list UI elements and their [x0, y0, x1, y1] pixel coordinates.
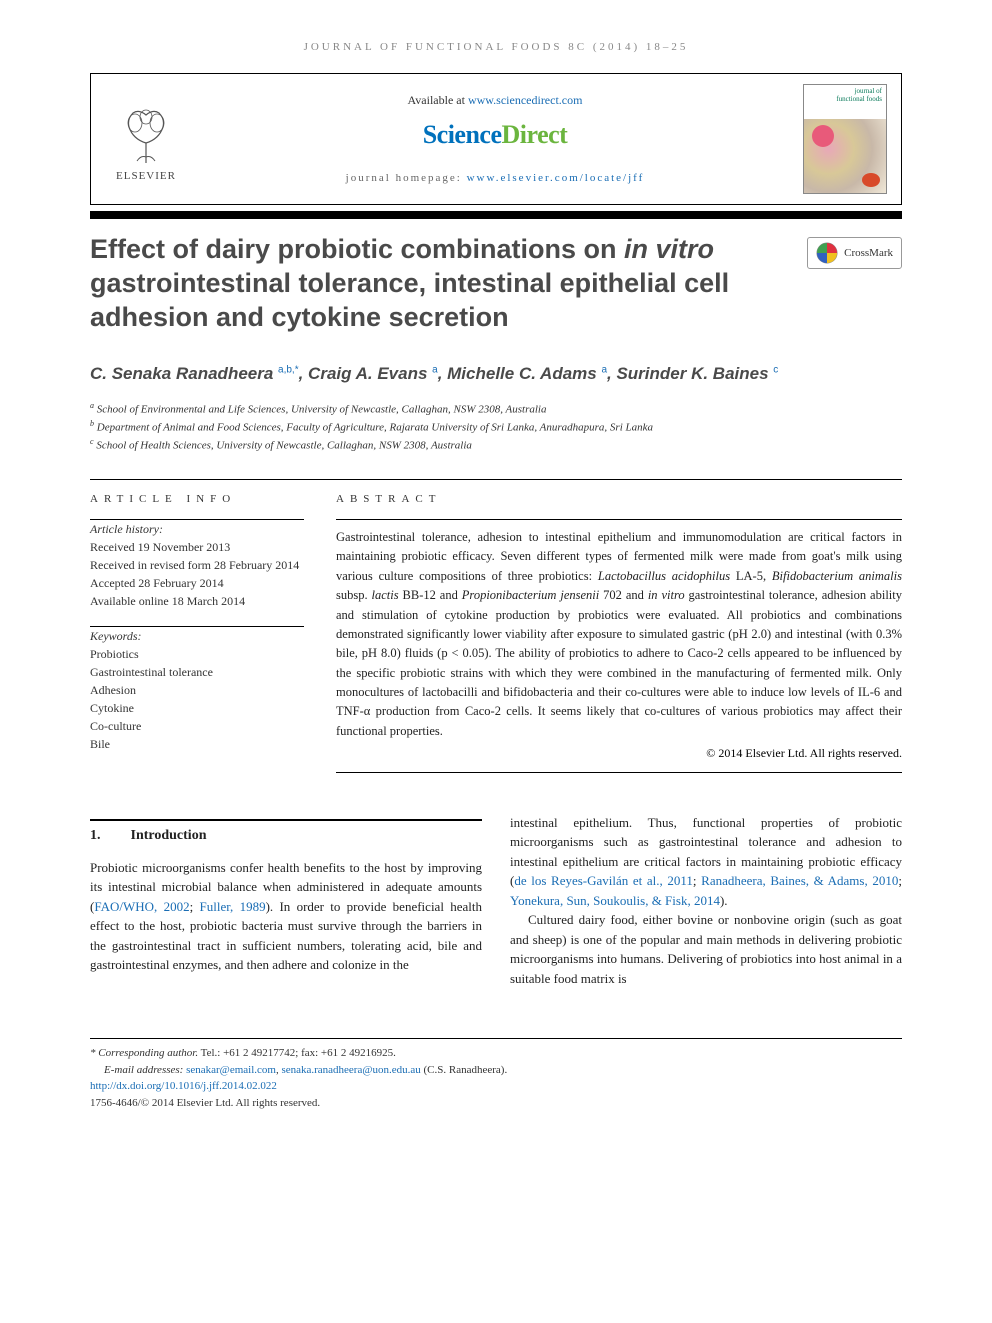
corr-label: * Corresponding author.	[90, 1047, 198, 1059]
footnotes: * Corresponding author. Tel.: +61 2 4921…	[90, 1038, 902, 1111]
authors: C. Senaka Ranadheera a,b,*, Craig A. Eva…	[90, 361, 902, 387]
doi-link[interactable]: http://dx.doi.org/10.1016/j.jff.2014.02.…	[90, 1080, 277, 1092]
brand-science: Science	[423, 120, 502, 149]
header-center: Available at www.sciencedirect.com Scien…	[201, 92, 789, 187]
body-para: Probiotic microorganisms confer health b…	[90, 858, 482, 975]
history-line: Available online 18 March 2014	[90, 592, 304, 610]
abstract-text: Gastrointestinal tolerance, adhesion to …	[336, 520, 902, 741]
body-para: intestinal epithelium. Thus, functional …	[510, 813, 902, 911]
elsevier-tree-icon	[111, 105, 181, 167]
abstract-copyright: © 2014 Elsevier Ltd. All rights reserved…	[336, 745, 902, 762]
running-head: JOURNAL OF FUNCTIONAL FOODS 8C (2014) 18…	[90, 40, 902, 55]
cover-title: journal of functional foods	[804, 85, 886, 119]
history-line: Received in revised form 28 February 201…	[90, 556, 304, 574]
history-line: Received 19 November 2013	[90, 538, 304, 556]
brand-direct: Direct	[502, 120, 568, 149]
email-label: E-mail addresses:	[104, 1064, 186, 1076]
header-rule	[90, 211, 902, 219]
email-2[interactable]: senaka.ranadheera@uon.edu.au	[281, 1064, 420, 1076]
email-suffix: (C.S. Ranadheera).	[421, 1064, 507, 1076]
section-1-header: 1. Introduction	[90, 819, 482, 846]
corresponding-author: * Corresponding author. Tel.: +61 2 4921…	[90, 1045, 902, 1062]
divider	[336, 772, 902, 773]
abstract-column: ABSTRACT Gastrointestinal tolerance, adh…	[336, 486, 902, 773]
keyword: Gastrointestinal tolerance	[90, 663, 304, 681]
sciencedirect-logo[interactable]: ScienceDirect	[201, 117, 789, 153]
keywords-label: Keywords:	[90, 627, 304, 645]
article-info-column: ARTICLE INFO Article history: Received 1…	[90, 486, 304, 773]
body-para: Cultured dairy food, either bovine or no…	[510, 910, 902, 988]
history-label: Article history:	[90, 520, 304, 538]
homepage-prefix: journal homepage:	[346, 172, 467, 184]
corr-text: Tel.: +61 2 49217742; fax: +61 2 4921692…	[198, 1047, 396, 1059]
keyword: Probiotics	[90, 645, 304, 663]
abstract-heading: ABSTRACT	[336, 486, 902, 507]
article-history: Article history: Received 19 November 20…	[90, 520, 304, 610]
affiliations: a School of Environmental and Life Scien…	[90, 400, 902, 454]
affiliation: a School of Environmental and Life Scien…	[90, 400, 902, 418]
sciencedirect-url[interactable]: www.sciencedirect.com	[468, 93, 583, 107]
cover-image	[804, 119, 886, 193]
article-title: Effect of dairy probiotic combinations o…	[90, 233, 787, 334]
keyword: Bile	[90, 735, 304, 753]
issn-copyright: 1756-4646/© 2014 Elsevier Ltd. All right…	[90, 1095, 902, 1112]
available-at: Available at www.sciencedirect.com	[201, 92, 789, 109]
journal-header: ELSEVIER Available at www.sciencedirect.…	[90, 73, 902, 205]
crossmark-icon	[816, 242, 838, 264]
journal-cover-thumb: journal of functional foods	[803, 84, 887, 194]
available-prefix: Available at	[408, 93, 468, 107]
divider	[90, 479, 902, 480]
crossmark-label: CrossMark	[844, 246, 893, 261]
article-info-heading: ARTICLE INFO	[90, 486, 304, 507]
email-line: E-mail addresses: senakar@email.com, sen…	[90, 1062, 902, 1079]
history-line: Accepted 28 February 2014	[90, 574, 304, 592]
elsevier-logo[interactable]: ELSEVIER	[105, 94, 187, 184]
section-title: Introduction	[131, 825, 207, 846]
journal-homepage: journal homepage: www.elsevier.com/locat…	[201, 171, 789, 186]
section-number: 1.	[90, 825, 101, 846]
keyword: Adhesion	[90, 681, 304, 699]
crossmark-badge[interactable]: CrossMark	[807, 237, 902, 269]
affiliation: c School of Health Sciences, University …	[90, 436, 902, 454]
body-columns: 1. Introduction Probiotic microorganisms…	[90, 813, 902, 989]
elsevier-wordmark: ELSEVIER	[116, 169, 176, 184]
keyword: Cytokine	[90, 699, 304, 717]
journal-homepage-link[interactable]: www.elsevier.com/locate/jff	[467, 172, 645, 184]
affiliation: b Department of Animal and Food Sciences…	[90, 418, 902, 436]
email-1[interactable]: senakar@email.com	[186, 1064, 276, 1076]
keyword: Co-culture	[90, 717, 304, 735]
keywords-block: Keywords: ProbioticsGastrointestinal tol…	[90, 627, 304, 753]
